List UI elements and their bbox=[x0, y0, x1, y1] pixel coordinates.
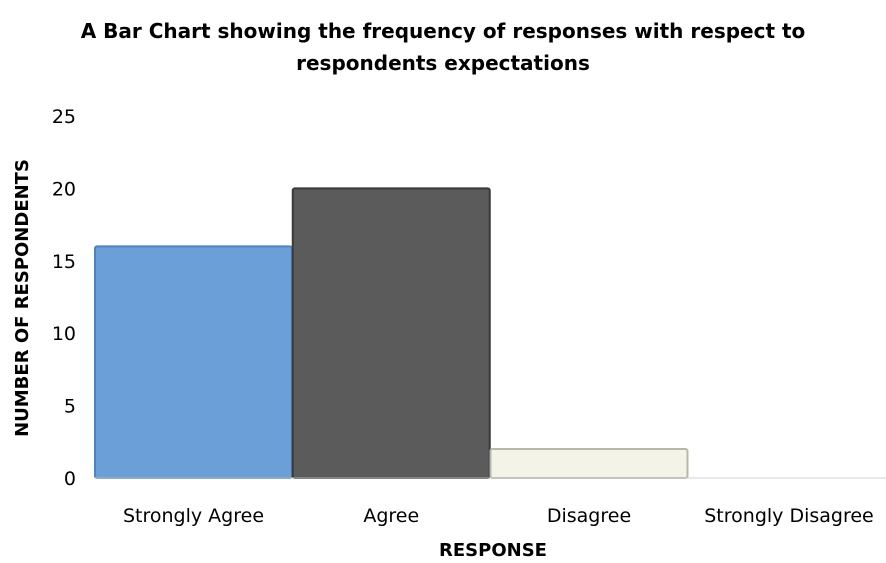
y-tick-label: 5 bbox=[64, 396, 76, 418]
y-tick-label: 25 bbox=[52, 106, 76, 128]
bars-group bbox=[94, 187, 689, 480]
chart-title-line-1: A Bar Chart showing the frequency of res… bbox=[81, 19, 806, 43]
x-category-label: Strongly Agree bbox=[123, 505, 264, 527]
x-category-label: Agree bbox=[363, 505, 419, 527]
y-tick-label: 10 bbox=[52, 323, 76, 345]
y-tick-label: 15 bbox=[52, 251, 76, 273]
x-axis-categories: Strongly Agree Agree Disagree Strongly Disa… bbox=[123, 505, 874, 527]
y-tick-label: 20 bbox=[52, 178, 76, 200]
x-category-label: Disagree bbox=[547, 505, 631, 527]
y-axis-ticks: 0 5 10 15 20 25 bbox=[52, 106, 76, 490]
x-category-label: Strongly Disagree bbox=[704, 505, 873, 527]
y-axis-label: NUMBER OF RESPONDENTS bbox=[12, 159, 33, 437]
bar-strongly-agree bbox=[94, 245, 293, 479]
bar-disagree bbox=[489, 448, 689, 480]
y-tick-label: 0 bbox=[64, 468, 76, 490]
bar-agree bbox=[291, 187, 491, 479]
chart-title-line-2: respondents expectations bbox=[296, 51, 590, 75]
x-axis-label: RESPONSE bbox=[439, 540, 547, 561]
